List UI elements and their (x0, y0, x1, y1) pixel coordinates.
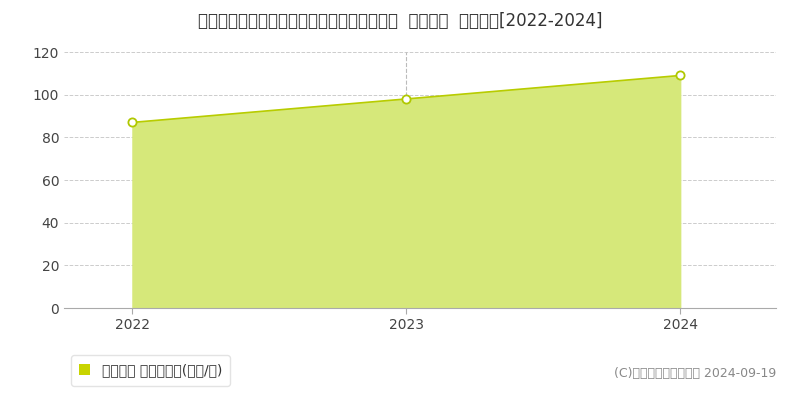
Point (126, 119, 139, 126)
Legend: 基準地価 平均坪単価(万円/坪): 基準地価 平均坪単価(万円/坪) (71, 355, 230, 386)
Text: 千葉県流山市おおたかの森北２丁目４４番６  基準地価  地価推移[2022-2024]: 千葉県流山市おおたかの森北２丁目４４番６ 基準地価 地価推移[2022-2024… (198, 12, 602, 30)
Text: (C)土地価格ドットコム 2024-09-19: (C)土地価格ドットコム 2024-09-19 (614, 367, 776, 380)
Point (674, 72, 686, 79)
Point (400, 96, 413, 102)
